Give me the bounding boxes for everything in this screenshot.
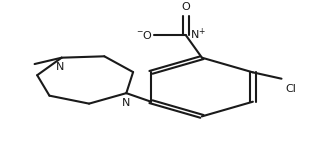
- Text: N$^{+}$: N$^{+}$: [190, 27, 206, 42]
- Text: $^{-}$O: $^{-}$O: [135, 29, 153, 41]
- Text: N: N: [122, 98, 130, 108]
- Text: Cl: Cl: [285, 84, 296, 94]
- Text: O: O: [182, 2, 190, 12]
- Text: N: N: [56, 62, 64, 72]
